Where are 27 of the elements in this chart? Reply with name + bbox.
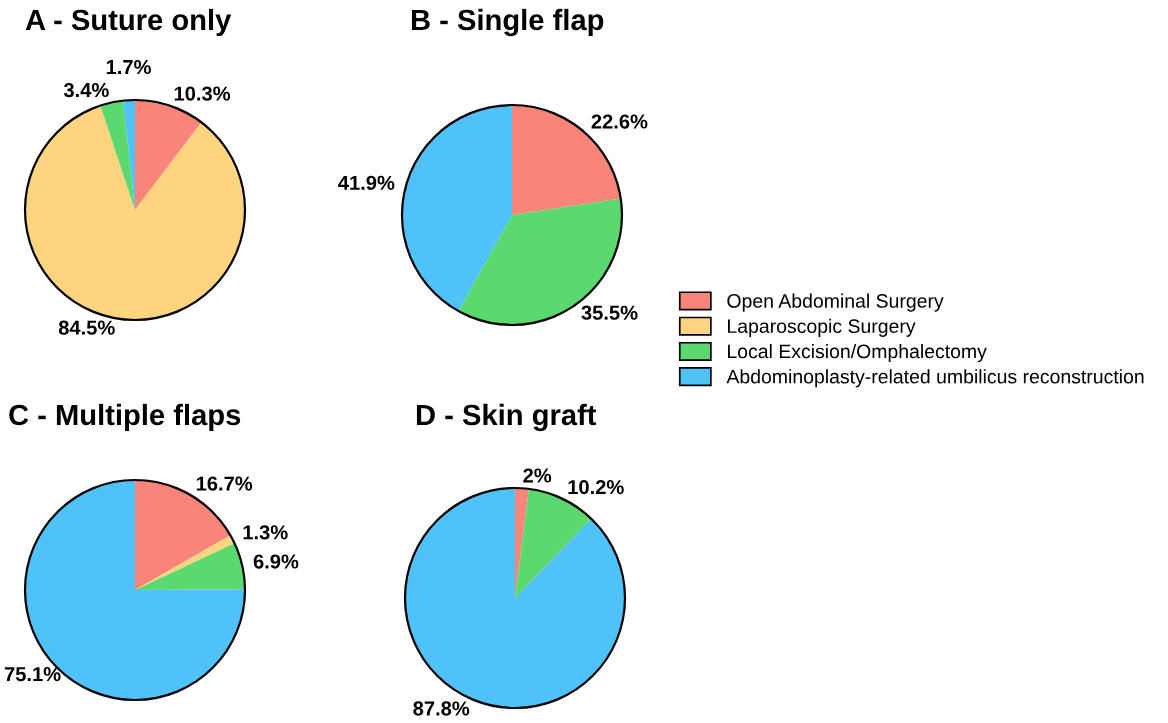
chart-title: C - Multiple flaps	[9, 403, 241, 432]
chart-title: D - Skin graft	[416, 403, 597, 432]
data-label: 16.7%	[196, 476, 253, 491]
data-label: 6.9%	[253, 554, 299, 569]
pie-slice	[25, 105, 245, 320]
data-label: 10.3%	[174, 86, 231, 101]
data-label: 41.9%	[338, 175, 395, 190]
data-label: 1.3%	[243, 525, 288, 540]
data-label: 75.1%	[4, 667, 61, 682]
data-label: 84.5%	[58, 320, 115, 335]
data-label: 10.2%	[568, 479, 624, 495]
legend-label: Laparoscopic Surgery	[728, 318, 916, 337]
pie-slice	[100, 100, 135, 210]
data-label: 22.6%	[591, 114, 648, 129]
legend-label: Open Abdominal Surgery	[727, 293, 944, 312]
data-label: 3.4%	[63, 82, 109, 98]
chart-title: B - Single flap	[411, 8, 604, 37]
data-label: 2%	[523, 468, 552, 483]
chart-title: A - Suture only	[25, 8, 232, 37]
legend-label: Abdominoplasty-related umbilicus reconstruction	[726, 369, 1144, 388]
legend-label: Local Excision/Omphalectomy	[728, 344, 987, 363]
pie-slice	[402, 105, 512, 312]
pie-slice	[135, 543, 245, 590]
data-label: 1.7%	[106, 59, 151, 75]
data-label: 87.8%	[413, 701, 470, 716]
data-label: 35.5%	[581, 305, 638, 320]
pie-slice	[135, 100, 202, 210]
